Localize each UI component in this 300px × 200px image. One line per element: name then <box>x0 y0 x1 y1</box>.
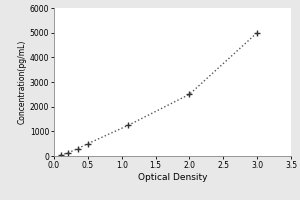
X-axis label: Optical Density: Optical Density <box>138 173 207 182</box>
Y-axis label: Concentration(pg/mL): Concentration(pg/mL) <box>18 40 27 124</box>
